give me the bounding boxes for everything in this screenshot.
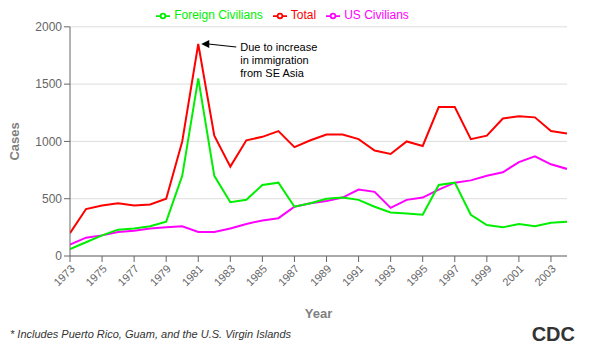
svg-text:2000: 2000: [35, 20, 62, 34]
svg-text:1973: 1973: [51, 262, 77, 288]
html-text:Foreign Civilians: Foreign Civilians: [174, 8, 263, 22]
svg-text:1977: 1977: [115, 262, 141, 288]
svg-text:0: 0: [55, 249, 62, 263]
svg-text:1500: 1500: [35, 77, 62, 91]
svg-text:1975: 1975: [83, 262, 109, 288]
svg-text:1989: 1989: [308, 262, 334, 288]
svg-text:Cases: Cases: [8, 122, 22, 160]
svg-text:1979: 1979: [147, 262, 173, 288]
svg-text:1997: 1997: [436, 262, 462, 288]
svg-text:1000: 1000: [35, 135, 62, 149]
svg-text:1993: 1993: [372, 262, 398, 288]
html-text:US Civilians: US Civilians: [344, 8, 409, 22]
svg-text:Year: Year: [305, 306, 332, 318]
svg-text:1981: 1981: [179, 262, 205, 288]
svg-text:2003: 2003: [532, 262, 558, 288]
svg-text:2001: 2001: [500, 262, 526, 288]
svg-text:1999: 1999: [468, 262, 494, 288]
svg-text:1987: 1987: [276, 262, 302, 288]
html-text:CDC: CDC: [531, 322, 575, 345]
svg-text:1995: 1995: [404, 262, 430, 288]
svg-text:1983: 1983: [211, 262, 237, 288]
svg-text:1991: 1991: [340, 262, 366, 288]
html-text:Total: Total: [290, 8, 317, 22]
html-text:* Includes Puerto Rico, Guam,: * Includes Puerto Rico, Guam, and the U.…: [10, 328, 292, 340]
svg-text:Due to increasein immigrationf: Due to increasein immigrationfrom SE Asi…: [240, 41, 317, 79]
svg-text:500: 500: [42, 192, 62, 206]
svg-text:1985: 1985: [244, 262, 270, 288]
